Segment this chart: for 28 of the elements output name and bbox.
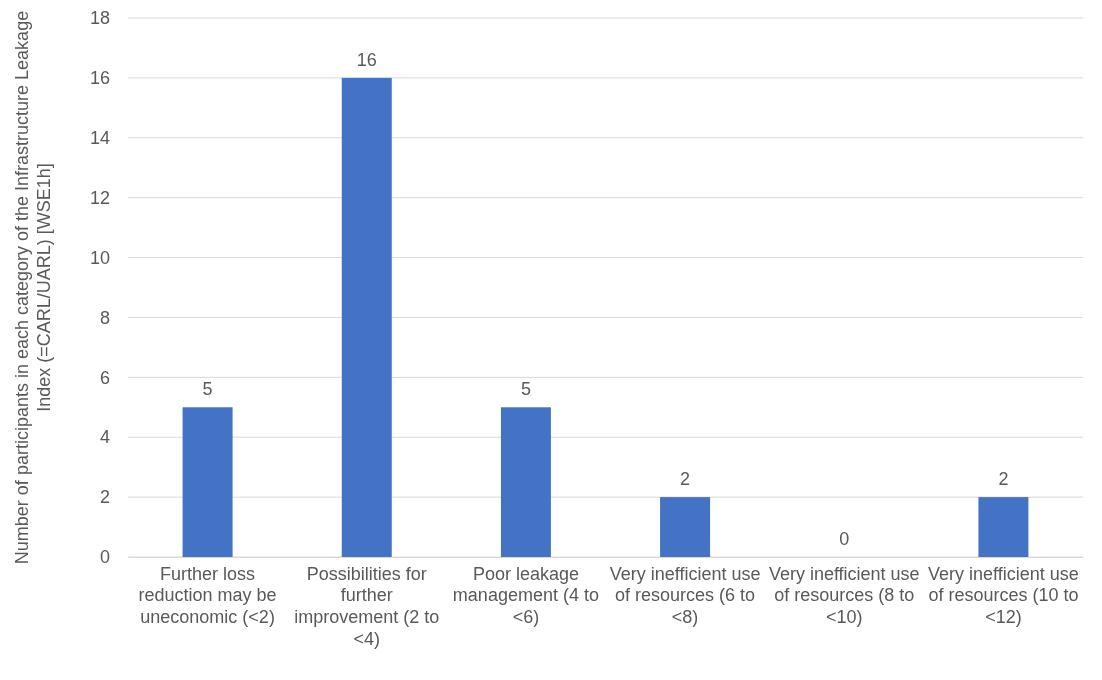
y-tick-label: 2 xyxy=(99,487,110,508)
y-tick-label: 4 xyxy=(99,427,110,448)
data-label: 16 xyxy=(356,49,377,70)
y-tick-label: 12 xyxy=(89,187,110,208)
y-axis-title: Number of participants in each category of the Infrastructure Leakage Index (=CARL/UARL) [WSE1h] xyxy=(12,10,54,565)
y-tick-label: 10 xyxy=(89,247,110,268)
data-label: 2 xyxy=(680,469,691,490)
y-tick-label: 0 xyxy=(99,547,110,568)
bar xyxy=(341,77,392,557)
x-tick-label: Very inefficient use of resources (8 to <10) xyxy=(768,563,920,627)
bar xyxy=(660,497,711,557)
bar xyxy=(500,407,551,557)
bar xyxy=(182,407,233,557)
data-label: 2 xyxy=(998,469,1009,490)
bar xyxy=(978,497,1029,557)
x-tick-label: Possibilities for further improvement (2 to <4) xyxy=(294,563,440,649)
y-tick-label: 14 xyxy=(89,128,110,149)
y-tick-label: 6 xyxy=(99,367,110,388)
x-tick-label: Very inefficient use of resources (6 to <8) xyxy=(609,563,761,627)
x-tick-label: Very inefficient use of resources (10 to <12) xyxy=(928,563,1079,627)
y-tick-label: 16 xyxy=(89,68,110,89)
data-label: 0 xyxy=(839,529,850,549)
data-label: 5 xyxy=(202,379,213,400)
x-tick-label: Further loss reduction may be uneconomic (<2) xyxy=(138,563,277,627)
y-tick-label: 8 xyxy=(99,307,110,328)
y-tick-label: 18 xyxy=(89,8,110,29)
x-tick-label: Poor leakage management (4 to <6) xyxy=(452,563,599,627)
data-label: 5 xyxy=(520,379,531,400)
